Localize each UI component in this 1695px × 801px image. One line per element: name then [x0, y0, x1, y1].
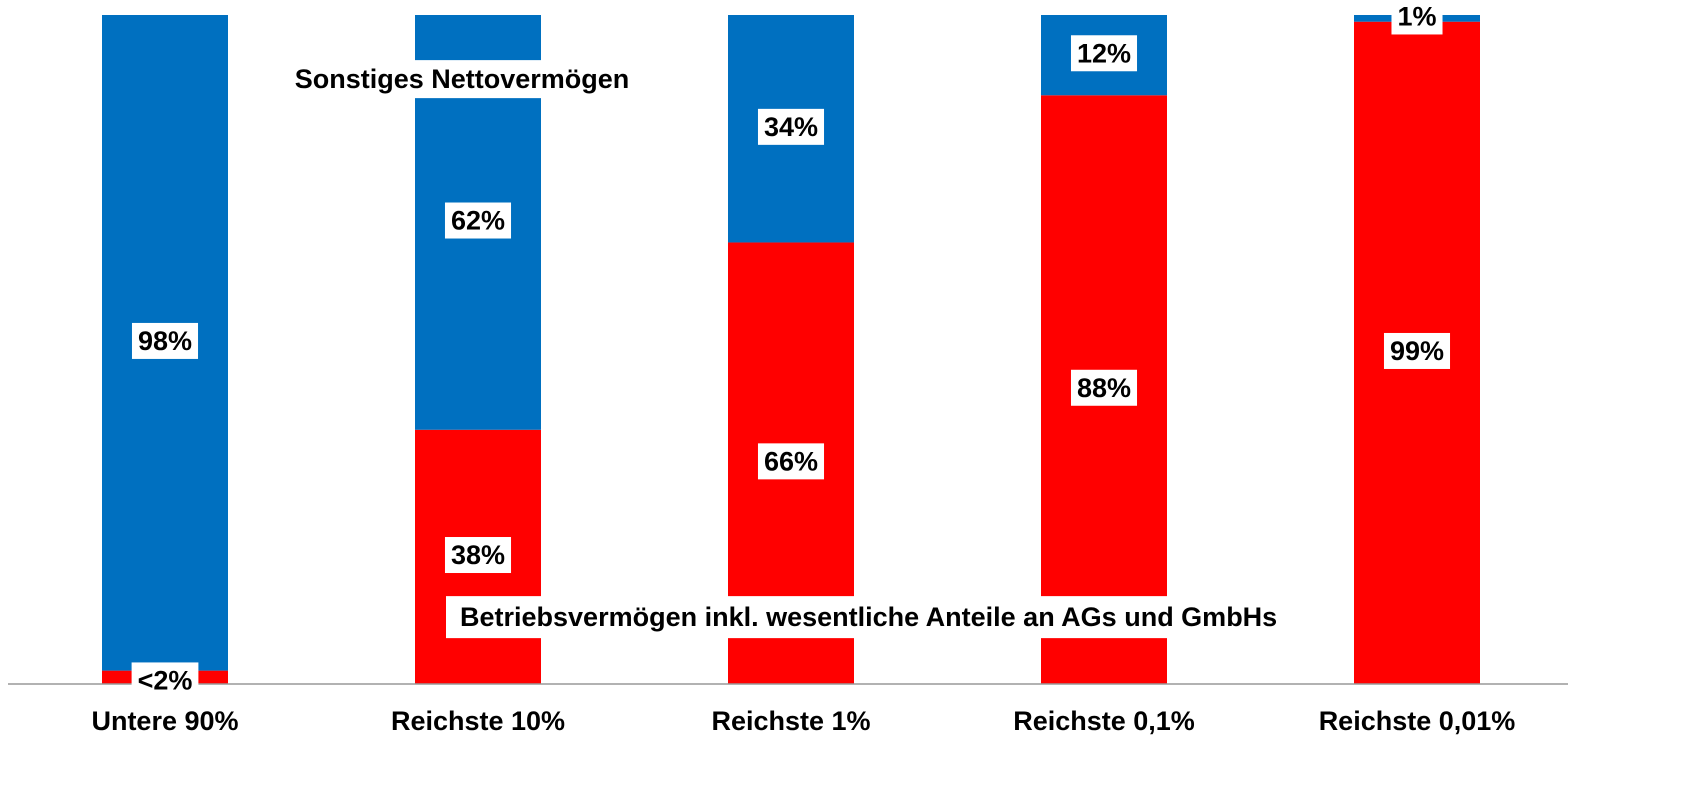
- value-label-group: 98%: [131, 322, 199, 359]
- value-label-box: [444, 202, 512, 239]
- value-label-group: 34%: [757, 108, 825, 145]
- value-label-box: [1383, 332, 1451, 369]
- value-label: 99%: [1390, 336, 1444, 366]
- value-label-group: 99%: [1383, 332, 1451, 369]
- value-label-group: 1%: [1391, 0, 1443, 35]
- value-label-box: [757, 443, 825, 480]
- value-label-group: 66%: [757, 443, 825, 480]
- value-label: <2%: [138, 665, 193, 695]
- x-tick-label: Reichste 10%: [391, 706, 565, 736]
- value-label: 66%: [764, 446, 818, 476]
- value-label-box: [444, 537, 512, 574]
- legend-label: Sonstiges Nettovermögen: [295, 64, 630, 94]
- legend-label-group: Sonstiges Nettovermögen: [290, 60, 634, 99]
- value-label-box: [757, 108, 825, 145]
- value-label: 98%: [138, 326, 192, 356]
- value-label-box: [131, 322, 199, 359]
- value-label: 1%: [1397, 1, 1436, 31]
- value-label-group: 62%: [444, 202, 512, 239]
- value-label-box: [1070, 35, 1138, 72]
- value-label: 62%: [451, 206, 505, 236]
- value-label: 34%: [764, 112, 818, 142]
- value-label-group: 38%: [444, 537, 512, 574]
- x-tick-label: Reichste 0,1%: [1013, 706, 1195, 736]
- value-label-box: [1070, 369, 1138, 406]
- x-tick-label: Reichste 0,01%: [1319, 706, 1516, 736]
- value-label: 88%: [1077, 373, 1131, 403]
- value-label-group: 88%: [1070, 369, 1138, 406]
- legend-label-box: [446, 596, 1292, 639]
- legend-label-group: Betriebsvermögen inkl. wesentliche Antei…: [446, 596, 1292, 639]
- value-label-group: 12%: [1070, 35, 1138, 72]
- legend-label: Betriebsvermögen inkl. wesentliche Antei…: [460, 602, 1277, 632]
- value-label-group: <2%: [131, 662, 199, 699]
- value-label-box: [131, 662, 199, 699]
- value-label-box: [1391, 0, 1443, 35]
- x-tick-label: Untere 90%: [91, 706, 238, 736]
- value-label: 38%: [451, 540, 505, 570]
- value-label: 12%: [1077, 38, 1131, 68]
- x-tick-label: Reichste 1%: [711, 706, 870, 736]
- legend-label-box: [290, 60, 634, 99]
